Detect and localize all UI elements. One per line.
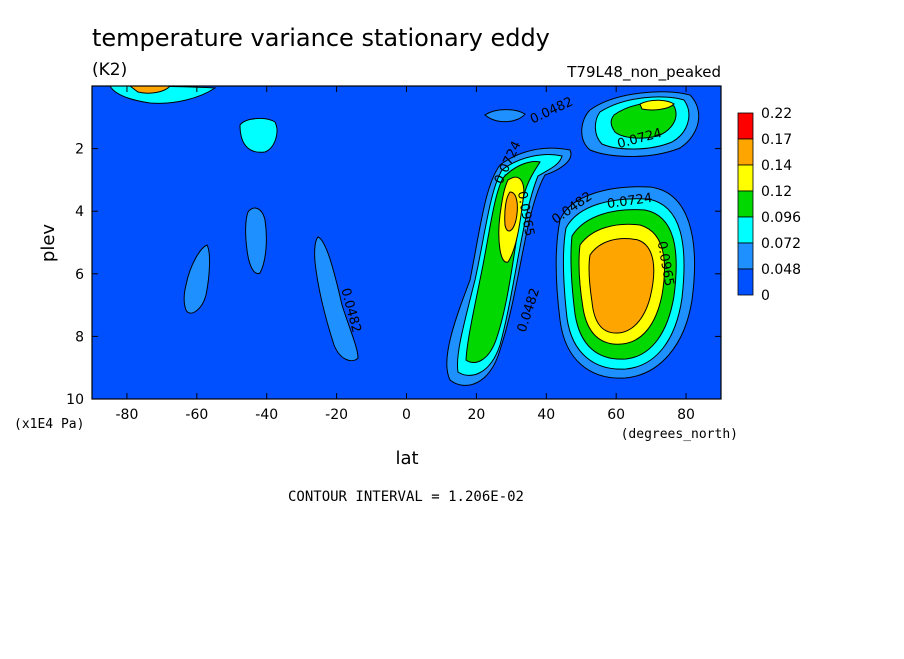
- y-axis-units: (x1E4 Pa): [14, 417, 84, 432]
- colorbar-swatch: [737, 138, 754, 166]
- y-tick-label: 2: [75, 142, 84, 158]
- colorbar-level-label: 0.096: [761, 210, 801, 226]
- units-label: (K2): [92, 60, 127, 80]
- nh-trop-blob-orange: [588, 238, 655, 334]
- sh-vertical-blob-3: [314, 236, 359, 362]
- x-tick-label: 20: [467, 407, 485, 423]
- chart-title: temperature variance stationary eddy: [92, 24, 550, 52]
- colorbar-swatch: [737, 112, 754, 140]
- x-axis-ticks: -80 -60 -40 -20 0 20 40 60 80: [116, 86, 695, 423]
- colorbar-level-label: 0.072: [761, 236, 801, 252]
- x-tick-label: 0: [402, 407, 411, 423]
- x-tick-label: 40: [537, 407, 555, 423]
- y-tick-label: 4: [75, 204, 84, 220]
- y-tick-label: 10: [66, 392, 84, 408]
- colorbar-level-label: 0.17: [761, 132, 792, 148]
- contour-label: 0.0724: [606, 191, 653, 212]
- contour-interval-note: CONTOUR INTERVAL = 1.206E-02: [288, 489, 524, 505]
- colorbar-level-label: 0.048: [761, 262, 801, 278]
- nh-jet-core-orange: [504, 191, 518, 232]
- sh-small-top-blob: [484, 109, 526, 123]
- x-tick-label: -20: [325, 407, 348, 423]
- colorbar-swatch: [737, 268, 754, 296]
- colorbar-level-label: 0.22: [761, 106, 792, 122]
- colorbar-swatch: [737, 190, 754, 218]
- x-tick-label: -60: [185, 407, 208, 423]
- sh-vertical-blob-1: [245, 207, 267, 275]
- contour-fields: [109, 86, 700, 386]
- colorbar-swatch: [737, 242, 754, 270]
- y-tick-label: 6: [75, 267, 84, 283]
- colorbar: 0.22 0.17 0.14 0.12 0.096 0.072 0.048 0: [737, 106, 801, 304]
- colorbar-swatch: [737, 216, 754, 244]
- colorbar-level-label: 0: [761, 288, 770, 304]
- colorbar-swatch: [737, 164, 754, 192]
- x-axis-label: lat: [395, 448, 418, 469]
- x-axis-units: (degrees_north): [621, 427, 738, 442]
- x-tick-label: -40: [255, 407, 278, 423]
- colorbar-level-label: 0.14: [761, 158, 792, 174]
- x-tick-label: 80: [677, 407, 695, 423]
- nh-jet-band-green: [465, 161, 541, 363]
- nh-stratosphere-core: [639, 99, 675, 111]
- run-label: T79L48_non_peaked: [566, 63, 721, 82]
- sh-vertical-blob-2: [183, 244, 210, 314]
- y-tick-label: 8: [75, 329, 84, 345]
- y-axis-ticks: 2 4 6 8 10: [66, 142, 721, 408]
- x-tick-label: 60: [607, 407, 625, 423]
- x-tick-label: -80: [116, 407, 139, 423]
- y-axis-label: plev: [38, 224, 59, 263]
- plot-area: [92, 86, 721, 399]
- colorbar-level-label: 0.12: [761, 184, 792, 200]
- sh-midlat-blob: [239, 117, 278, 153]
